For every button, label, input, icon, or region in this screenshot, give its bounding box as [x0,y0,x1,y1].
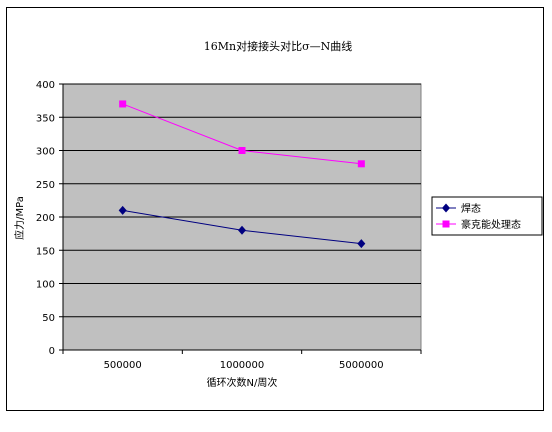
legend-marker [442,203,450,213]
y-tick-label: 400 [36,80,55,91]
y-tick-label: 200 [36,213,55,224]
x-axis-title: 循环次数N/周次 [207,376,278,389]
y-tick-label: 0 [49,346,55,357]
y-tick-label: 300 [36,147,55,158]
x-tick-label: 5000000 [339,360,384,371]
series-treated [119,100,365,168]
y-tick-label: 100 [36,280,55,291]
y-tick-label: 150 [36,246,55,257]
x-tick-labels: 500000 1000000 5000000 [104,360,384,371]
data-point [238,147,246,154]
legend-marker [442,220,450,228]
data-point [238,225,246,235]
legend-label: 豪克能处理态 [461,218,521,231]
axes [59,83,422,354]
x-tick-label: 1000000 [220,360,265,371]
y-tick-label: 250 [36,180,55,191]
series-group [118,100,366,249]
chart-title: 16Mn对接接头对比σ—N曲线 [204,39,352,53]
legend-label: 焊态 [461,202,481,215]
data-point [357,160,365,168]
y-axis-title: 应力/MPa [13,196,26,240]
series-welded [118,205,366,249]
grid-lines [63,83,421,318]
y-tick-labels: 0 50 100 150 200 250 300 350 400 [36,80,55,357]
data-point [119,100,127,108]
y-tick-label: 50 [42,313,55,324]
data-point [118,205,127,215]
data-point [357,239,366,249]
legend-box [431,196,543,236]
x-tick-label: 500000 [104,360,142,371]
y-tick-label: 350 [36,113,55,124]
